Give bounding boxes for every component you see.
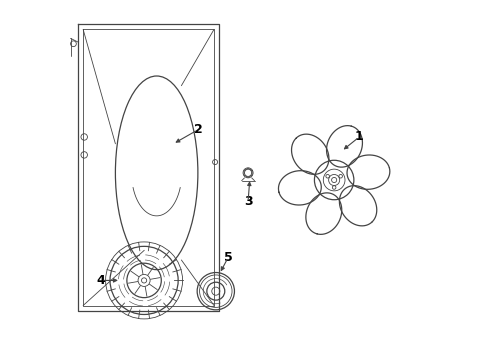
- Text: 2: 2: [193, 123, 202, 136]
- Text: 4: 4: [97, 274, 105, 287]
- Text: 5: 5: [224, 251, 232, 264]
- Text: 3: 3: [244, 195, 252, 208]
- Text: 1: 1: [354, 130, 363, 144]
